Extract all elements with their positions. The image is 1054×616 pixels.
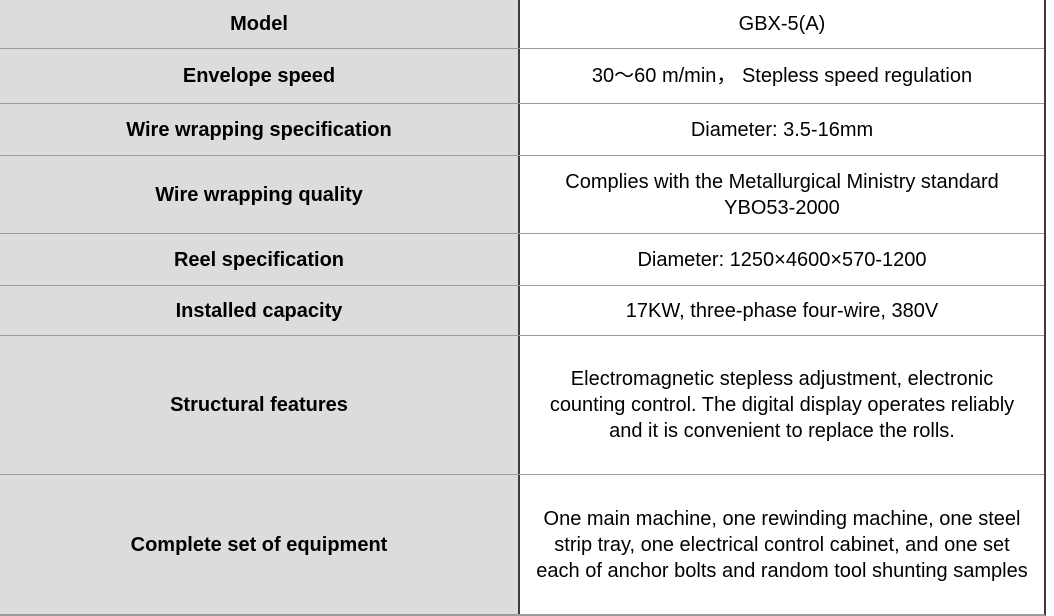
spec-value-cell: One main machine, one rewinding machine,… (520, 475, 1044, 614)
spec-value: 30～60 m/min， Stepless speed regulation (591, 65, 973, 87)
spec-label-cell: Wire wrapping quality (0, 156, 520, 233)
spec-value-cell: Diameter: 1250×4600×570-1200 (520, 234, 1044, 285)
spec-value: One main machine, one rewinding machine,… (536, 507, 1028, 582)
spec-label-cell: Complete set of equipment (0, 475, 520, 614)
table-row-complete-set-of-equipment: Complete set of equipment One main machi… (0, 474, 1044, 614)
table-row-wire-wrapping-quality: Wire wrapping quality Complies with the … (0, 155, 1044, 233)
table-row-envelope-speed: Envelope speed 30～60 m/min， Stepless spe… (0, 48, 1044, 103)
spec-value: Diameter: 3.5-16mm (690, 118, 874, 141)
spec-label: Model (230, 13, 288, 35)
spec-value: Diameter: 1250×4600×570-1200 (637, 248, 927, 271)
spec-value: Electromagnetic stepless adjustment, ele… (549, 368, 1015, 442)
spec-label: Envelope speed (182, 65, 336, 87)
spec-value-cell: 17KW, three-phase four-wire, 380V (520, 286, 1044, 335)
spec-label-cell: Wire wrapping specification (0, 104, 520, 155)
table-row-installed-capacity: Installed capacity 17KW, three-phase fou… (0, 285, 1044, 335)
spec-label-cell: Reel specification (0, 234, 520, 285)
spec-value: GBX-5(A) (738, 13, 826, 35)
spec-label: Wire wrapping quality (155, 183, 363, 206)
table-row-model: Model GBX-5(A) (0, 0, 1044, 48)
spec-value-cell: 30～60 m/min， Stepless speed regulation (520, 49, 1044, 103)
spec-value-cell: Complies with the Metallurgical Ministry… (520, 156, 1044, 233)
spec-value: Complies with the Metallurgical Ministry… (565, 170, 999, 219)
spec-label: Wire wrapping specification (126, 118, 392, 141)
table-row-structural-features: Structural features Electromagnetic step… (0, 335, 1044, 474)
spec-label: Installed capacity (175, 299, 343, 322)
spec-label: Reel specification (173, 248, 345, 271)
spec-label-cell: Structural features (0, 336, 520, 474)
spec-value-cell: Electromagnetic stepless adjustment, ele… (520, 336, 1044, 474)
spec-label-cell: Envelope speed (0, 49, 520, 103)
spec-value-cell: Diameter: 3.5-16mm (520, 104, 1044, 155)
spec-value: 17KW, three-phase four-wire, 380V (625, 299, 939, 322)
table-row-reel-specification: Reel specification Diameter: 1250×4600×5… (0, 233, 1044, 285)
table-row-wire-wrapping-specification: Wire wrapping specification Diameter: 3.… (0, 103, 1044, 155)
spec-label-cell: Model (0, 0, 520, 48)
spec-label-cell: Installed capacity (0, 286, 520, 335)
spec-label: Structural features (170, 394, 348, 416)
spec-value-cell: GBX-5(A) (520, 0, 1044, 48)
spec-label: Complete set of equipment (130, 533, 388, 556)
